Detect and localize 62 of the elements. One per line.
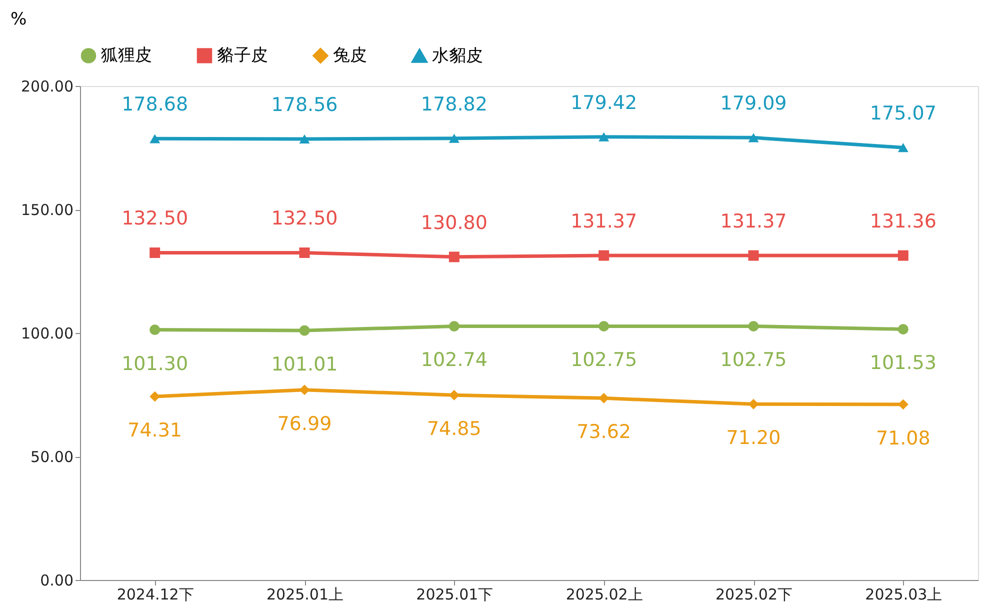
legend-label: 水貂皮: [432, 46, 483, 66]
data-label: 76.99: [277, 412, 332, 435]
point: [299, 325, 310, 336]
y-tick-label: 150.00: [21, 201, 74, 219]
y-tick-label: 0.00: [40, 572, 74, 590]
data-label: 74.31: [128, 419, 182, 442]
legend-label: 狐狸皮: [101, 46, 152, 66]
data-label: 132.50: [271, 208, 338, 230]
data-label: 178.56: [271, 94, 338, 116]
point: [150, 247, 160, 258]
point: [598, 250, 610, 261]
data-label: 102.75: [720, 349, 787, 372]
x-tick-label: 2025.01下: [416, 586, 494, 604]
legend-label: 兔皮: [333, 46, 367, 66]
y-axis-title: %: [10, 10, 27, 30]
data-label: 131.37: [570, 210, 638, 233]
data-label: 102.75: [570, 349, 638, 372]
point: [898, 324, 908, 334]
x-tick-label: 2025.03上: [865, 586, 942, 604]
point: [598, 392, 610, 404]
data-label: 175.07: [870, 102, 936, 125]
point: [150, 134, 160, 144]
data-label: 178.82: [420, 93, 488, 116]
legend-label: 貉子皮: [217, 46, 268, 66]
point: [748, 250, 759, 261]
point: [150, 324, 160, 336]
point: [748, 320, 759, 332]
data-label: 101.53: [870, 352, 936, 374]
point: [448, 134, 460, 143]
point: [598, 320, 610, 332]
x-tick-label: 2025.01上: [266, 586, 344, 604]
point: [748, 133, 759, 142]
point: [448, 252, 460, 262]
data-label: 179.42: [570, 92, 638, 114]
data-label: 101.30: [122, 352, 188, 375]
y-tick-label: 100.00: [21, 324, 74, 342]
point: [748, 398, 759, 410]
point: [448, 321, 460, 332]
y-tick-label: 200.00: [21, 78, 74, 96]
data-label: 73.62: [576, 421, 632, 444]
data-label: 71.08: [876, 427, 930, 450]
point: [898, 250, 908, 261]
data-label: 131.37: [720, 210, 787, 233]
data-label: 101.01: [271, 354, 338, 376]
x-tick-label: 2025.02上: [566, 586, 643, 604]
point: [598, 132, 610, 142]
point: [299, 134, 310, 144]
x-tick-label: 2024.12下: [116, 586, 194, 604]
data-label: 179.09: [720, 92, 787, 115]
point: [299, 247, 310, 258]
data-label: 131.36: [870, 210, 936, 233]
data-label: 130.80: [420, 212, 488, 234]
x-tick-label: 2025.02下: [715, 586, 793, 604]
point: [898, 143, 908, 152]
point: [299, 384, 310, 396]
data-label: 102.74: [420, 349, 488, 372]
data-label: 178.68: [122, 94, 188, 116]
data-label: 71.20: [726, 427, 781, 450]
data-label: 74.85: [426, 418, 482, 440]
y-tick-label: 50.00: [30, 448, 74, 466]
data-label: 132.50: [122, 208, 188, 230]
point: [448, 390, 460, 400]
